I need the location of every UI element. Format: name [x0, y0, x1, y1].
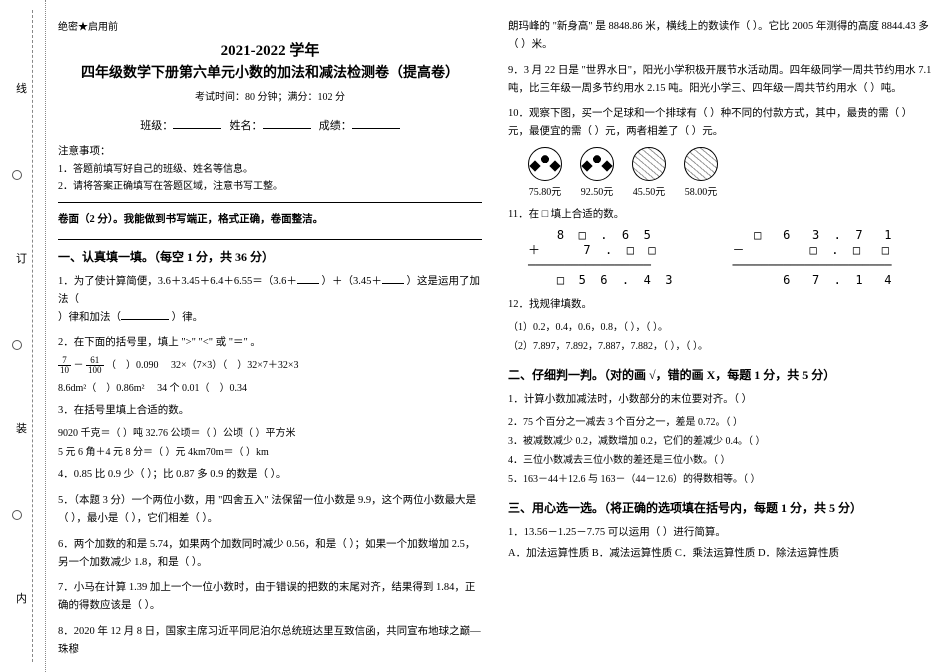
- notice-head: 注意事项：: [58, 143, 482, 158]
- fraction-icon: 61100: [86, 356, 104, 375]
- question-1: 1．为了使计算简便，3.6＋3.45＋6.4＋6.55＝（3.6＋ ）＋（3.4…: [58, 273, 482, 327]
- q1-text: ）律。: [172, 312, 204, 323]
- q2-text: 8.6dm²（: [58, 383, 96, 394]
- blank: [121, 309, 169, 320]
- ball-item: 58.00元: [684, 147, 718, 198]
- id-line: 班级： 姓名： 成绩：: [58, 117, 482, 133]
- q1-text: 1．为了使计算简便，3.6＋3.45＋6.4＋6.55＝（3.6＋: [58, 276, 297, 287]
- question-9: 9．3 月 22 日是 "世界水日"，阳光小学积极开展节水活动周。四年级同学一周…: [508, 62, 932, 98]
- soccer-ball-icon: [580, 147, 614, 181]
- q2-text: ）0.34: [220, 383, 248, 394]
- question-12b: （2）7.897，7.892，7.887，7.882，（ ），（ ）。: [508, 337, 932, 352]
- q2-text: ）32×7＋32×3: [237, 360, 298, 371]
- choice-1-options: A．加法运算性质 B．减法运算性质 C．乘法运算性质 D．除法运算性质: [508, 545, 932, 560]
- name-blank: [263, 118, 311, 129]
- blank: [382, 273, 404, 284]
- ball-price: 92.50元: [580, 183, 614, 198]
- question-10: 10．观察下图，买一个足球和一个排球有（ ）种不同的付款方式，其中，最贵的需（ …: [508, 105, 932, 141]
- blank: [297, 273, 319, 284]
- binding-dashed-line: [32, 10, 33, 662]
- volleyball-icon: [632, 147, 666, 181]
- binding-hole-icon: [12, 170, 22, 180]
- ball-item: 75.80元: [528, 147, 562, 198]
- ball-price: 45.50元: [632, 183, 666, 198]
- q2-text: （: [106, 360, 116, 371]
- question-4: 4．0.85 比 0.9 少（ ）；比 0.87 多 0.9 的数是（ ）。: [58, 466, 482, 484]
- judge-2: 2．75 个百分之一减去 3 个百分之一，差是 0.72。（ ）: [508, 413, 932, 428]
- q1-text: ）＋（3.45＋: [322, 276, 382, 287]
- class-blank: [173, 118, 221, 129]
- section-1-title: 一、认真填一填。（每空 1 分，共 36 分）: [58, 248, 482, 265]
- q2-text: ）0.090: [126, 360, 159, 371]
- question-7: 7．小马在计算 1.39 加上一个一位小数时，由于错误的把数的末尾对齐，结果得到…: [58, 579, 482, 615]
- page-right: 朗玛峰的 "新身高" 是 8848.86 米，横线上的数读作（ ）。它比 200…: [500, 0, 940, 672]
- notice-item: 1．答题前填写好自己的班级、姓名等信息。: [58, 160, 482, 175]
- ball-item: 92.50元: [580, 147, 614, 198]
- name-label: 姓名：: [230, 120, 263, 132]
- question-2: 2．在下面的括号里，填上 ">" "<" 或 "＝" 。: [58, 334, 482, 352]
- question-3-row1: 9020 千克＝（ ）吨 32.76 公顷＝（ ）公顷（ ）平方米: [58, 424, 482, 439]
- volleyball-icon: [684, 147, 718, 181]
- question-5: 5．（本题 3 分）一个两位小数，用 "四舍五入" 法保留一位小数是 9.9，这…: [58, 492, 482, 528]
- question-6: 6．两个加数的和是 5.74，如果两个加数同时减少 0.56，和是（ ）；如果一…: [58, 536, 482, 572]
- balls-row: 75.80元 92.50元 45.50元 58.00元: [508, 147, 932, 198]
- juanmian: 卷面（2 分）。我能做到书写端正，格式正确，卷面整洁。: [58, 211, 482, 229]
- judge-1: 1．计算小数加减法时，小数部分的末位要对齐。（ ）: [508, 391, 932, 409]
- notice-item: 2．请将答案正确填写在答题区域，注意书写工整。: [58, 177, 482, 192]
- question-12: 12．找规律填数。: [508, 296, 932, 314]
- judge-5: 5．163－44＋12.6 与 163－（44－12.6）的得数相等。（ ）: [508, 470, 932, 485]
- binding-label: 订: [16, 250, 27, 266]
- judge-4: 4．三位小数减去三位小数的差还是三位小数。（ ）: [508, 451, 932, 466]
- q2-text: 34 个 0.01（: [157, 383, 210, 394]
- column-addition-1: 8 □ . 6 5 ＋ 7 . □ □ ───────────────── □ …: [528, 228, 673, 288]
- fraction-icon: 710: [58, 356, 71, 375]
- score-blank: [352, 118, 400, 129]
- question-12a: （1）0.2，0.4，0.6，0.8，（ ），（ ）。: [508, 318, 932, 333]
- question-3: 3．在括号里填上合适的数。: [58, 402, 482, 420]
- divider: [58, 239, 482, 240]
- soccer-ball-icon: [528, 147, 562, 181]
- section-2-title: 二、仔细判一判。（对的画 √，错的画 X，每题 1 分，共 5 分）: [508, 366, 932, 383]
- binding-label: 内: [16, 590, 27, 606]
- judge-3: 3．被减数减少 0.2，减数增加 0.2，它们的差减少 0.4。（ ）: [508, 432, 932, 447]
- secret-label: 绝密★启用前: [58, 18, 482, 33]
- binding-hole-icon: [12, 510, 22, 520]
- choice-1: 1．13.56－1.25－7.75 可以运用（ ）进行简算。: [508, 524, 932, 542]
- section-3-title: 三、用心选一选。（将正确的选项填在括号内，每题 1 分，共 5 分）: [508, 499, 932, 516]
- column-addition-wrap: 8 □ . 6 5 ＋ 7 . □ □ ───────────────── □ …: [508, 228, 932, 288]
- page-left: 绝密★启用前 2021-2022 学年 四年级数学下册第六单元小数的加法和减法检…: [50, 0, 490, 672]
- binding-hole-icon: [12, 340, 22, 350]
- q2-text: 32×（7×3）（: [171, 360, 227, 371]
- q1-text: ）律和加法（: [58, 312, 121, 323]
- question-8-cont: 朗玛峰的 "新身高" 是 8848.86 米，横线上的数读作（ ）。它比 200…: [508, 18, 932, 54]
- title-main: 四年级数学下册第六单元小数的加法和减法检测卷（提高卷）: [58, 62, 482, 82]
- ball-price: 75.80元: [528, 183, 562, 198]
- question-11: 11．在 □ 填上合适的数。: [508, 206, 932, 224]
- ball-item: 45.50元: [632, 147, 666, 198]
- binding-margin: 线 订 装 内: [0, 0, 46, 672]
- question-3-row2: 5 元 6 角＋4 元 8 分＝（ ）元 4km70m＝（ ）km: [58, 443, 482, 458]
- ball-price: 58.00元: [684, 183, 718, 198]
- column-addition-2: □ 6 3 . 7 1 － □ . □ □ ──────────────────…: [733, 228, 892, 288]
- exam-info: 考试时间：80 分钟；满分：102 分: [58, 88, 482, 103]
- title-year: 2021-2022 学年: [58, 39, 482, 60]
- question-2-row2: 8.6dm²（ ）0.86m² 34 个 0.01（ ）0.34: [58, 379, 482, 394]
- question-8: 8．2020 年 12 月 8 日，国家主席习近平同尼泊尔总统班达里互致信函，共…: [58, 623, 482, 659]
- divider: [58, 202, 482, 203]
- score-label: 成绩：: [319, 120, 352, 132]
- question-2-row1: 710 － 61100 （ ）0.090 32×（7×3）（ ）32×7＋32×…: [58, 356, 482, 375]
- binding-label: 线: [16, 80, 27, 96]
- q2-text: ）0.86m²: [106, 383, 144, 394]
- class-label: 班级：: [140, 120, 173, 132]
- binding-label: 装: [16, 420, 27, 436]
